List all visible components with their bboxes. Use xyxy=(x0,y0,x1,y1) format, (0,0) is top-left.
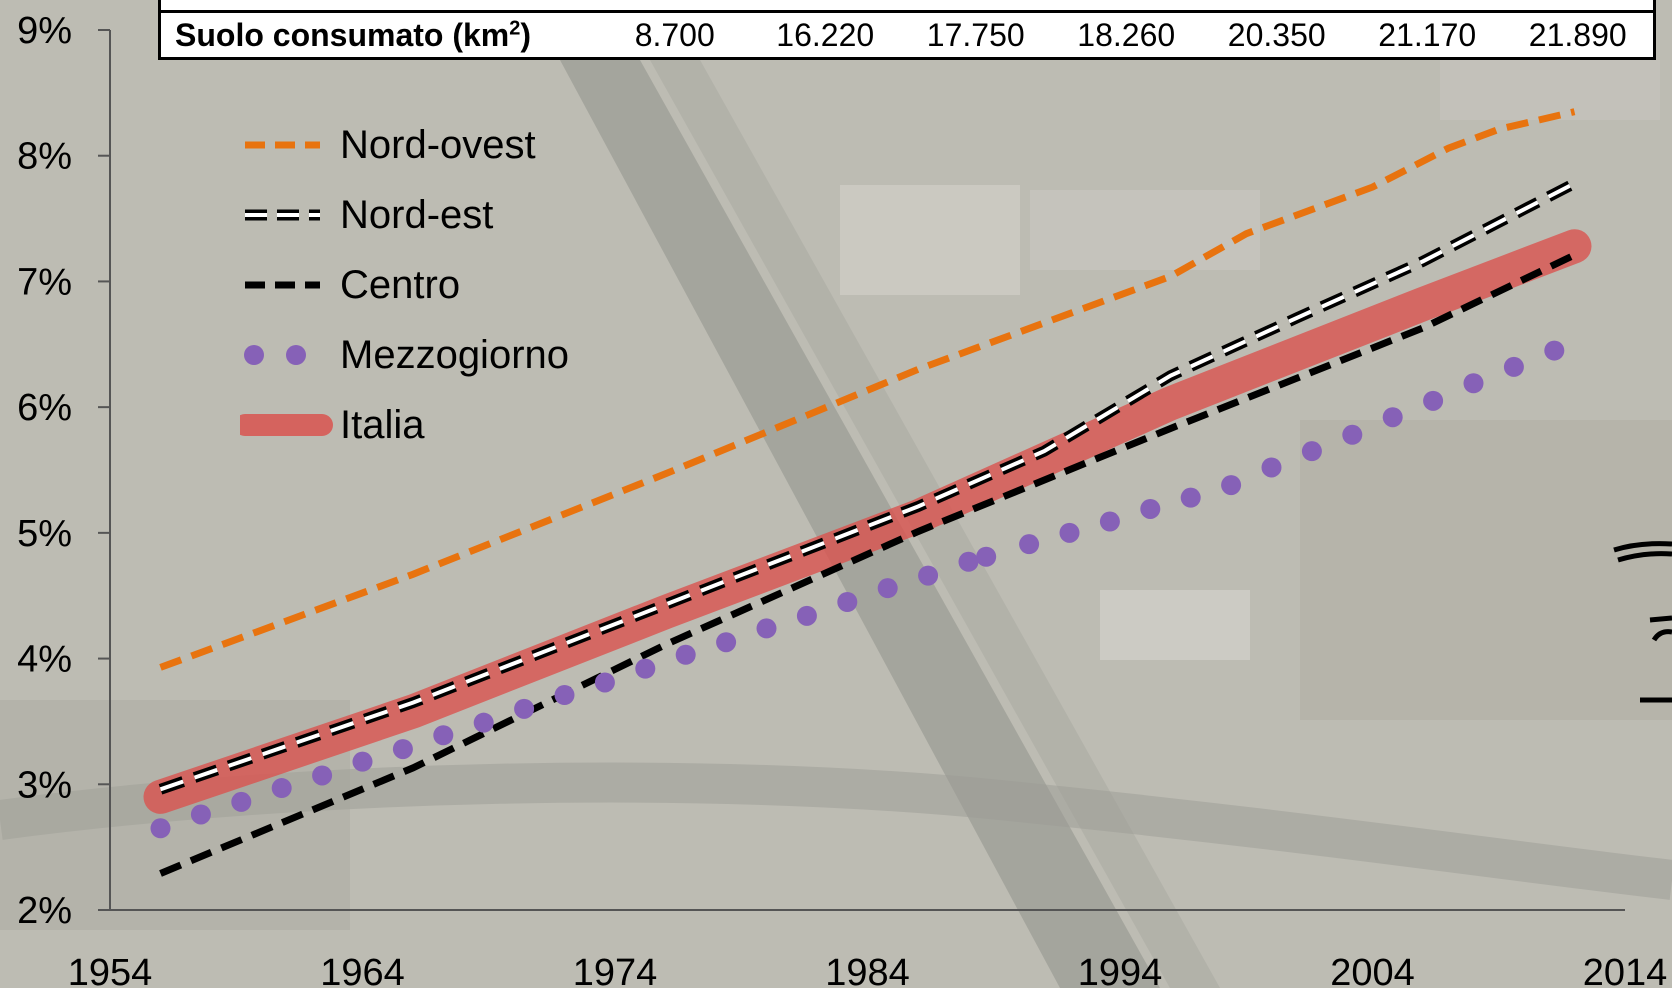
legend-label-italia: Italia xyxy=(340,402,425,447)
data-point-mezzogiorno xyxy=(190,804,211,825)
data-point-mezzogiorno xyxy=(716,632,737,653)
table-row-label: Suolo consumato (km2) xyxy=(175,16,532,53)
legend-item-centro: Centro xyxy=(240,260,460,310)
data-point-mezzogiorno xyxy=(514,698,535,719)
legend-swatch-nord-ovest xyxy=(245,141,320,149)
x-tick-label: 1994 xyxy=(1078,952,1163,988)
data-point-mezzogiorno xyxy=(433,725,454,746)
legend-swatch-nord-est xyxy=(245,209,320,221)
data-point-mezzogiorno xyxy=(392,739,413,760)
legend-item-nord-ovest: Nord-ovest xyxy=(240,120,536,170)
y-tick-label: 6% xyxy=(17,387,72,429)
y-tick-label: 8% xyxy=(17,136,72,178)
y-tick-label: 3% xyxy=(17,764,72,806)
data-point-mezzogiorno xyxy=(150,818,171,839)
legend-label-centro: Centro xyxy=(340,262,461,307)
x-axis-ticks: 1954 1964 1974 1984 1994 2004 2014 xyxy=(68,952,1668,988)
x-tick-label: 1974 xyxy=(573,952,658,988)
data-point-mezzogiorno xyxy=(1140,498,1161,519)
data-point-mezzogiorno xyxy=(594,672,615,693)
y-axis-ticks: 2% 3% 4% 5% 6% 7% 8% 9% xyxy=(17,10,110,932)
data-point-mezzogiorno xyxy=(1423,390,1444,411)
table-row: Suolo consumato (km2) 8.700 16.220 17.75… xyxy=(161,13,1653,57)
legend-item-mezzogiorno: Mezzogiorno xyxy=(240,330,569,380)
data-point-mezzogiorno xyxy=(473,712,494,733)
y-tick-label: 7% xyxy=(17,261,72,303)
legend-swatch-centro xyxy=(245,281,320,289)
table-cell: 16.220 xyxy=(776,16,875,53)
series-layer xyxy=(143,108,1592,877)
data-point-mezzogiorno xyxy=(958,551,979,572)
x-tick-label: 1984 xyxy=(825,952,910,988)
partial-offscreen-shape xyxy=(1613,541,1672,703)
legend-label-mezzogiorno: Mezzogiorno xyxy=(340,332,570,377)
data-point-mezzogiorno xyxy=(352,751,373,772)
legend-swatch-mezzogiorno xyxy=(244,345,306,365)
table-cell: 17.750 xyxy=(926,16,1025,53)
data-point-mezzogiorno xyxy=(271,778,292,799)
data-point-mezzogiorno xyxy=(796,605,817,626)
data-point-mezzogiorno xyxy=(1019,534,1040,555)
data-point-mezzogiorno xyxy=(1544,340,1565,361)
data-point-mezzogiorno xyxy=(1099,511,1120,532)
y-tick-label: 2% xyxy=(17,890,72,932)
legend-item-italia: Italia xyxy=(240,400,425,450)
series-line-italia xyxy=(143,229,1592,814)
data-point-mezzogiorno xyxy=(1503,356,1524,377)
data-point-mezzogiorno xyxy=(675,644,696,665)
soil-consumption-table: Suolo consumato (km2) 8.700 16.220 17.75… xyxy=(158,0,1656,60)
legend-label-nord-ovest: Nord-ovest xyxy=(340,122,536,167)
x-tick-label: 1964 xyxy=(320,952,405,988)
data-point-mezzogiorno xyxy=(1463,373,1484,394)
x-tick-label: 1954 xyxy=(68,952,153,988)
table-cell: 21.170 xyxy=(1378,16,1477,53)
series-line-centro xyxy=(159,251,1577,877)
table-cell: 21.890 xyxy=(1528,16,1627,53)
table-cell: 18.260 xyxy=(1077,16,1176,53)
data-point-mezzogiorno xyxy=(837,592,858,612)
data-point-mezzogiorno xyxy=(1382,407,1403,428)
y-tick-label: 5% xyxy=(17,513,72,555)
data-point-mezzogiorno xyxy=(877,578,898,599)
data-point-mezzogiorno xyxy=(976,546,997,567)
data-point-mezzogiorno xyxy=(231,791,252,812)
series-line-nord-est-inner xyxy=(159,181,1576,792)
x-tick-label: 2014 xyxy=(1583,952,1668,988)
legend-item-nord-est: Nord-est xyxy=(240,190,493,240)
chart-axes: 2% 3% 4% 5% 6% 7% 8% 9% 1954 1964 1974 1984 1994 200… xyxy=(17,10,1667,988)
legend-swatch-italia xyxy=(240,414,333,436)
data-point-mezzogiorno xyxy=(918,565,939,586)
data-point-mezzogiorno xyxy=(312,765,333,786)
data-point-mezzogiorno xyxy=(1342,424,1363,445)
table-cell: 8.700 xyxy=(634,16,715,53)
data-point-mezzogiorno xyxy=(1301,441,1322,462)
y-tick-label: 9% xyxy=(17,10,72,52)
table-clipped-header-row xyxy=(161,0,1653,13)
legend-label-nord-est: Nord-est xyxy=(340,192,494,237)
data-point-mezzogiorno xyxy=(1180,487,1201,508)
data-point-mezzogiorno xyxy=(756,618,777,639)
data-point-mezzogiorno xyxy=(1059,522,1080,543)
series-line-nord-ovest xyxy=(159,108,1576,671)
data-point-mezzogiorno xyxy=(1221,475,1242,496)
table-cell: 20.350 xyxy=(1227,16,1326,53)
x-tick-label: 2004 xyxy=(1330,952,1415,988)
y-tick-label: 4% xyxy=(17,639,72,681)
data-point-mezzogiorno xyxy=(554,685,575,706)
data-point-mezzogiorno xyxy=(635,658,656,679)
data-point-mezzogiorno xyxy=(1261,457,1282,478)
